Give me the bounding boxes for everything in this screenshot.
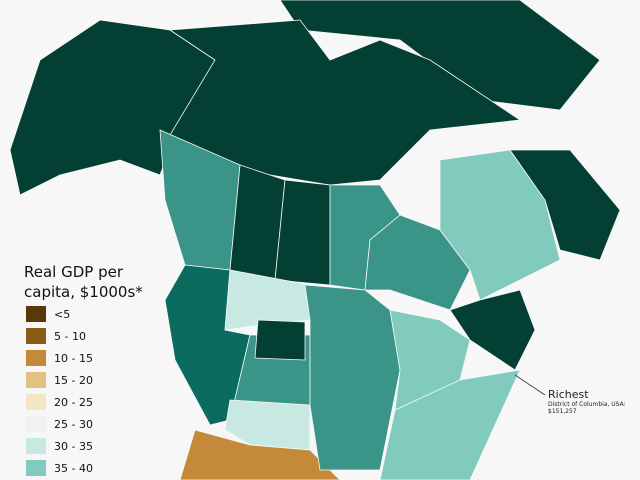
wyoming <box>254 319 306 361</box>
legend-label: 5 - 10 <box>54 330 86 343</box>
legend-label: 15 - 20 <box>54 374 93 387</box>
legend-swatch <box>26 438 46 454</box>
us-central <box>304 284 401 471</box>
legend-swatch <box>26 394 46 410</box>
legend-swatch <box>26 416 46 432</box>
legend-label: 20 - 25 <box>54 396 93 409</box>
annotation-leader <box>514 374 546 396</box>
legend-swatch <box>26 460 46 476</box>
newfoundland-labrador <box>509 149 621 261</box>
legend-label: 30 - 35 <box>54 440 93 453</box>
legend-label: 35 - 40 <box>54 462 93 475</box>
legend-label: <5 <box>54 308 70 321</box>
saskatchewan <box>274 179 331 286</box>
legend-label: 10 - 15 <box>54 352 93 365</box>
legend-title: Real GDP per <box>24 263 124 281</box>
us-southeast <box>379 369 521 480</box>
arctic-islands <box>279 0 601 111</box>
legend-title: capita, $1000s* <box>24 283 143 301</box>
legend-swatch <box>26 350 46 366</box>
legend-swatch <box>26 306 46 322</box>
legend-swatch <box>26 328 46 344</box>
annotation-line: District of Columbia, USA: <box>548 401 626 408</box>
legend-label: 25 - 30 <box>54 418 93 431</box>
legend: Real GDP per capita, $1000s* <5 5 - 10 10 - … <box>24 263 143 476</box>
annotation-title: Richest <box>548 388 589 401</box>
regions <box>9 0 621 480</box>
legend-swatch <box>26 372 46 388</box>
us-northeast <box>449 289 536 371</box>
annotation-line: $151,257 <box>548 408 577 415</box>
